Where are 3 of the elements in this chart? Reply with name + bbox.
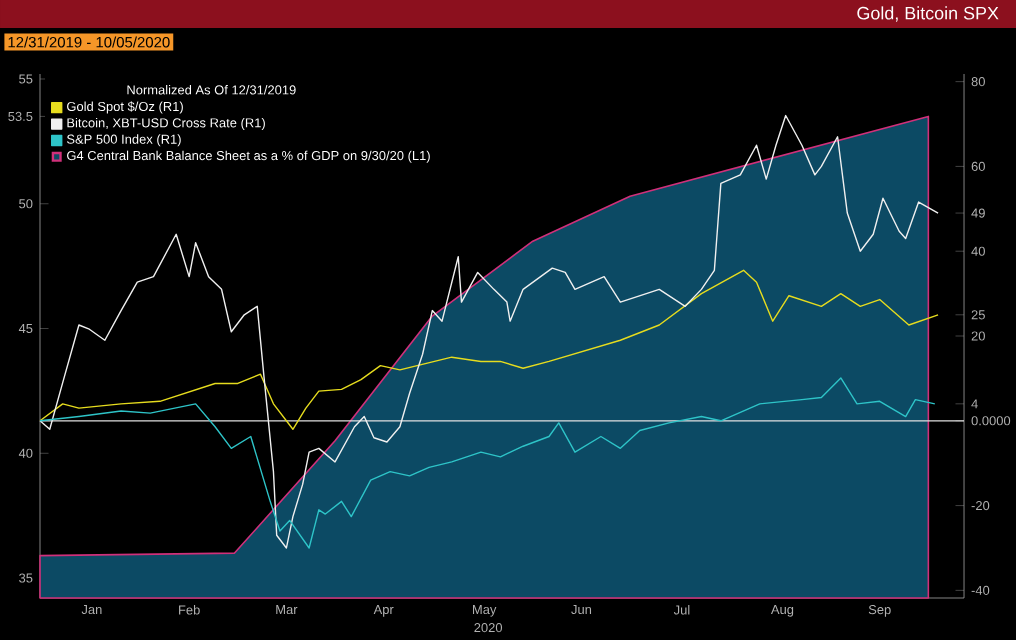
chart-title: Gold, Bitcoin SPX — [857, 6, 999, 22]
line-series — [39, 269, 939, 430]
line-series — [39, 377, 936, 549]
